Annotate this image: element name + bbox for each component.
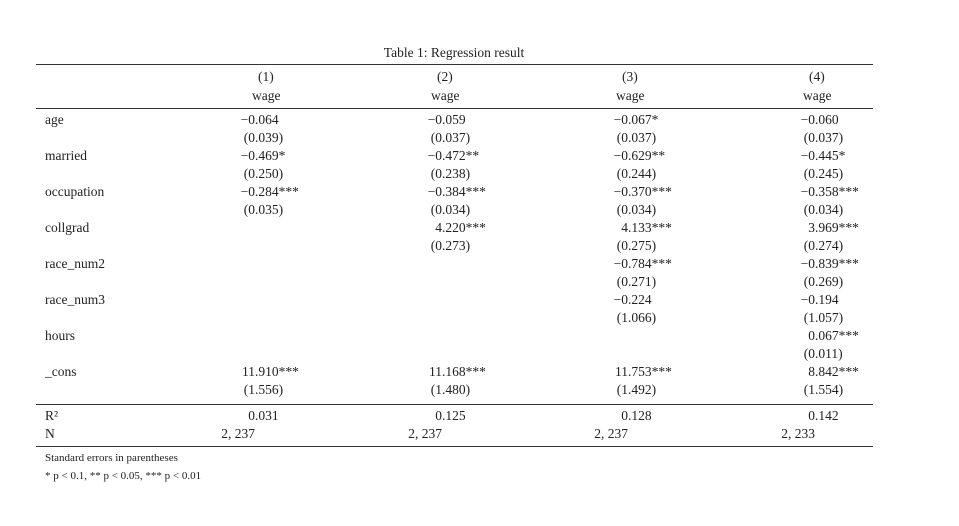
standard-error: (0.037) <box>803 130 844 145</box>
standard-error: (1.057) <box>803 310 844 325</box>
coefficient: −0.358*** <box>800 184 859 199</box>
standard-error: (0.039) <box>243 130 284 145</box>
stat-value: 2, 237 <box>408 426 442 441</box>
coefficient: −0.839*** <box>800 256 859 271</box>
coefficient: 11.753*** <box>615 364 672 379</box>
stat-label: R² <box>45 408 59 423</box>
standard-error: (0.037) <box>430 130 471 145</box>
standard-error: (0.274) <box>803 238 844 253</box>
row-label: _cons <box>45 364 77 379</box>
table-title: Table 1: Regression result <box>383 45 525 60</box>
table-note: Standard errors in parentheses <box>45 452 178 464</box>
standard-error: (1.066) <box>616 310 657 325</box>
coefficient: 11.168*** <box>429 364 486 379</box>
top-rule <box>36 64 873 65</box>
dependent-variable: wage <box>431 88 460 103</box>
stat-value: 0.031 <box>248 408 279 423</box>
standard-error: (0.269) <box>803 274 844 289</box>
coefficient: 0.067*** <box>808 328 859 343</box>
row-label: hours <box>45 328 75 343</box>
coefficient: 4.133*** <box>621 220 672 235</box>
row-label: married <box>45 148 87 163</box>
standard-error: (1.480) <box>430 382 471 397</box>
coefficient: −0.629** <box>613 148 666 163</box>
coefficient: −0.472** <box>427 148 480 163</box>
standard-error: (0.271) <box>616 274 657 289</box>
standard-error: (0.035) <box>243 202 284 217</box>
standard-error: (0.244) <box>616 166 657 181</box>
coefficient: −0.059 <box>427 112 466 127</box>
column-number: (1) <box>258 69 274 84</box>
coefficient: −0.224 <box>613 292 652 307</box>
column-number: (4) <box>809 69 825 84</box>
coefficient: −0.067* <box>613 112 659 127</box>
standard-error: (0.238) <box>430 166 471 181</box>
coefficient: 11.910*** <box>242 364 299 379</box>
coefficient: −0.370*** <box>613 184 672 199</box>
standard-error: (0.034) <box>616 202 657 217</box>
header-rule <box>36 108 873 109</box>
coefficient: −0.060 <box>800 112 839 127</box>
stats-rule <box>36 404 873 405</box>
coefficient: −0.469* <box>240 148 286 163</box>
coefficient: −0.384*** <box>427 184 486 199</box>
dependent-variable: wage <box>252 88 281 103</box>
stat-value: 2, 237 <box>594 426 628 441</box>
stat-label: N <box>45 426 55 441</box>
coefficient: −0.194 <box>800 292 839 307</box>
row-label: age <box>45 112 64 127</box>
row-label: occupation <box>45 184 105 199</box>
coefficient: −0.784*** <box>613 256 672 271</box>
dependent-variable: wage <box>803 88 832 103</box>
coefficient: 8.842*** <box>808 364 859 379</box>
row-label: race_num3 <box>45 292 105 307</box>
standard-error: (0.034) <box>430 202 471 217</box>
stat-value: 2, 237 <box>221 426 255 441</box>
standard-error: (0.037) <box>616 130 657 145</box>
column-number: (3) <box>622 69 638 84</box>
standard-error: (1.556) <box>243 382 284 397</box>
standard-error: (0.273) <box>430 238 471 253</box>
standard-error: (0.034) <box>803 202 844 217</box>
stat-value: 0.128 <box>621 408 652 423</box>
dependent-variable: wage <box>616 88 645 103</box>
column-number: (2) <box>437 69 453 84</box>
standard-error: (0.011) <box>803 346 843 361</box>
standard-error: (0.275) <box>616 238 657 253</box>
stat-value: 2, 233 <box>781 426 815 441</box>
standard-error: (0.245) <box>803 166 844 181</box>
stat-value: 0.125 <box>435 408 466 423</box>
standard-error: (1.492) <box>616 382 657 397</box>
table-note: * p < 0.1, ** p < 0.05, *** p < 0.01 <box>45 470 202 482</box>
coefficient: −0.445* <box>800 148 846 163</box>
bottom-rule <box>36 446 873 447</box>
coefficient: −0.064 <box>240 112 279 127</box>
row-label: collgrad <box>45 220 90 235</box>
coefficient: 3.969*** <box>808 220 859 235</box>
stat-value: 0.142 <box>808 408 839 423</box>
coefficient: 4.220*** <box>435 220 486 235</box>
standard-error: (1.554) <box>803 382 844 397</box>
coefficient: −0.284*** <box>240 184 299 199</box>
standard-error: (0.250) <box>243 166 284 181</box>
row-label: race_num2 <box>45 256 105 271</box>
